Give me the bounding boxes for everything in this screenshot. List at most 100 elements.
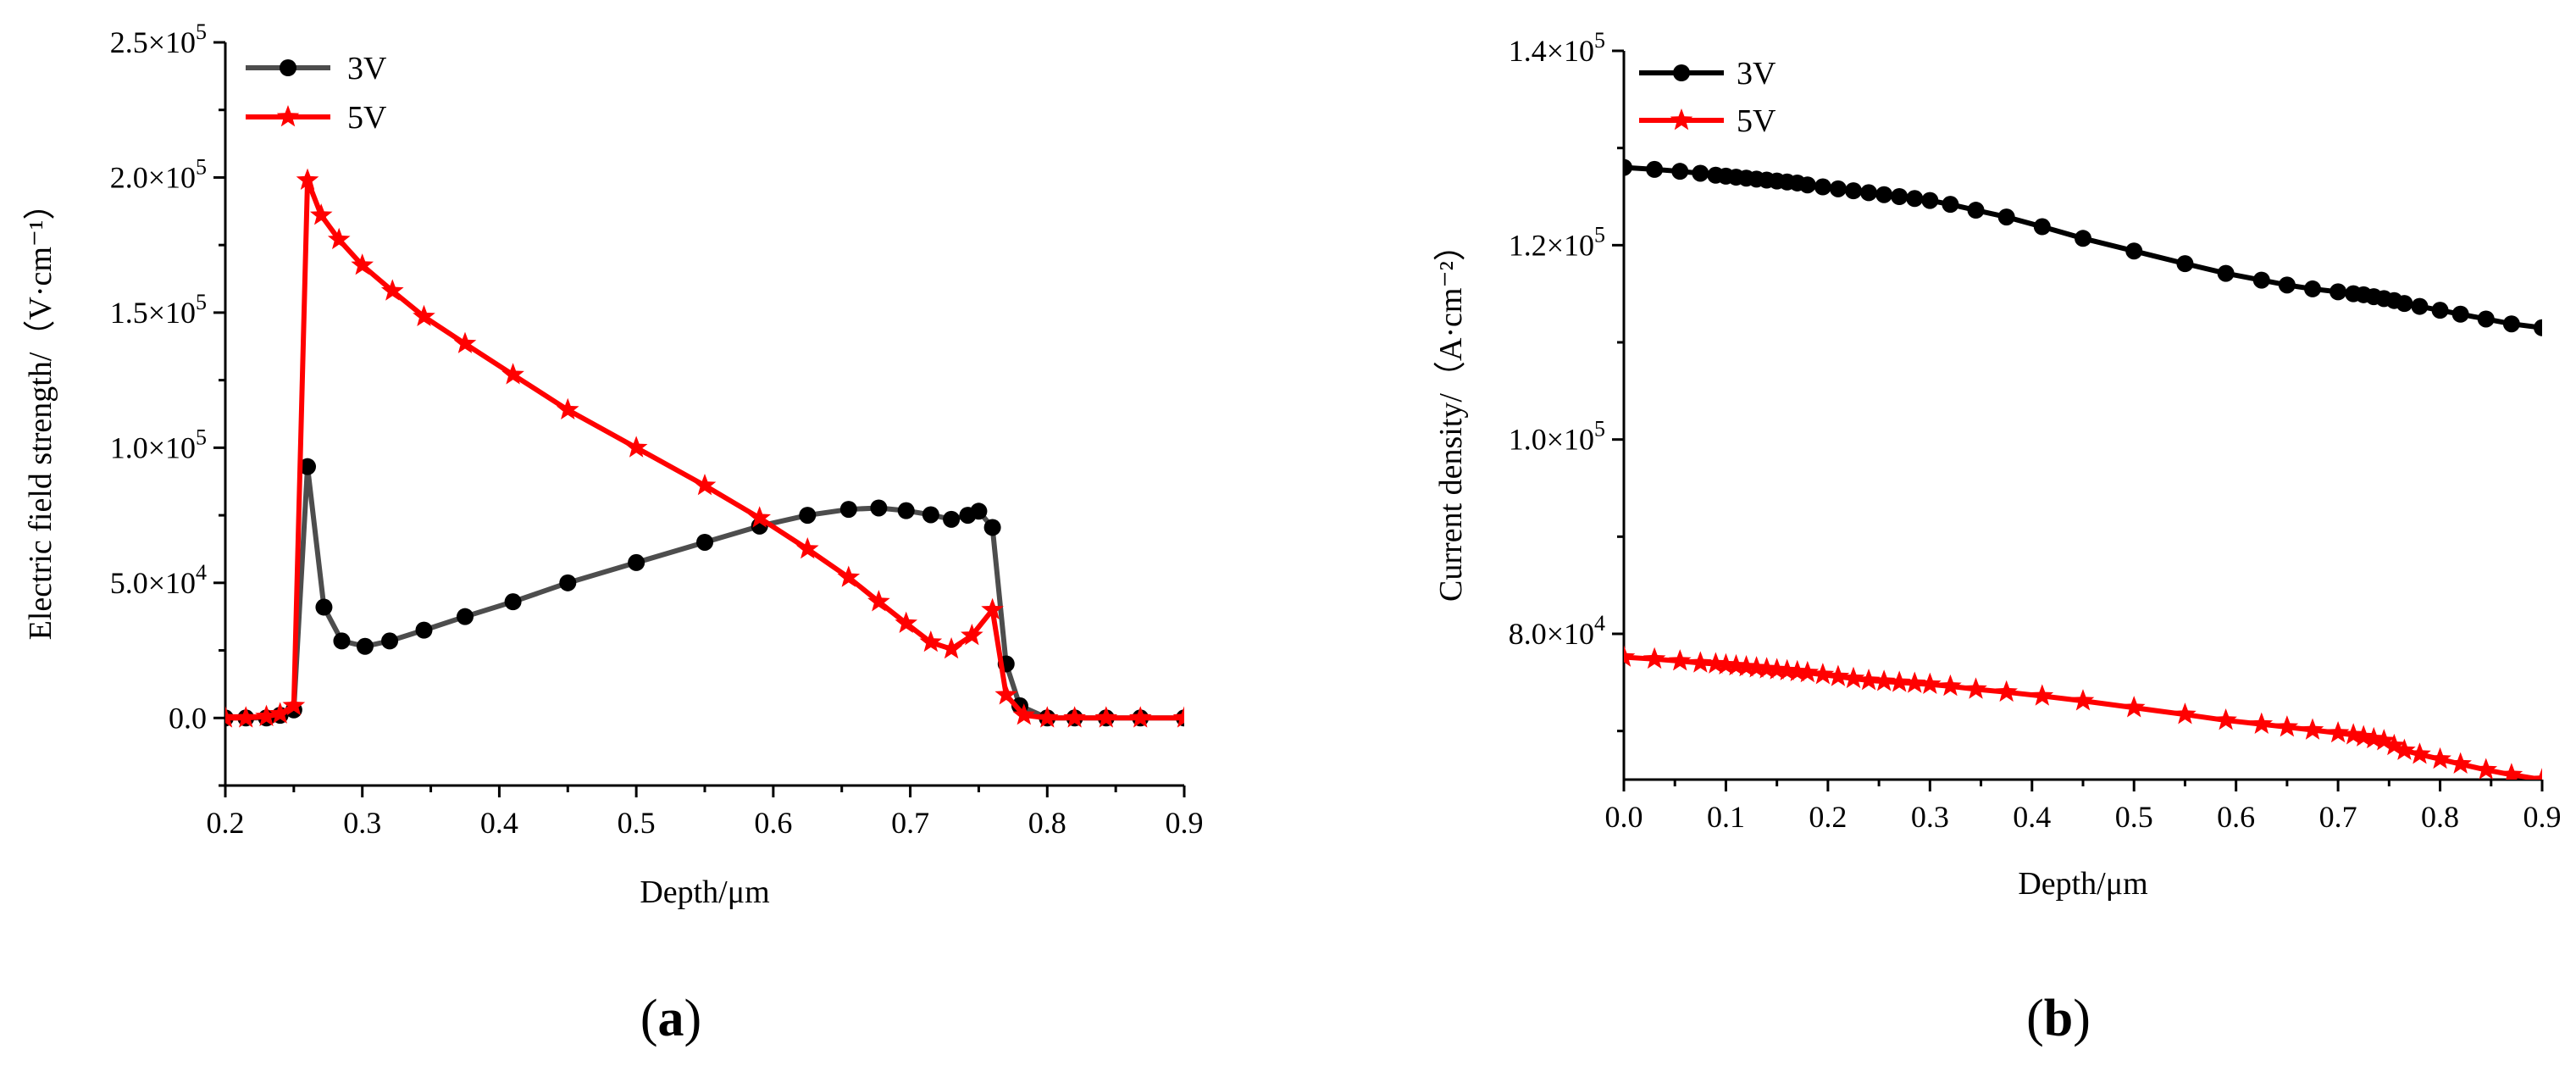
data-point [1715,652,1737,675]
data-point [1692,164,1709,182]
data-point [1891,188,1908,205]
data-point [1829,180,1847,197]
x-tick-label: 0.0 [1605,800,1643,834]
data-point [1012,703,1036,725]
data-point [1906,190,1924,208]
panel-a: 0.2 0.3 0.4 0.5 0.6 0.7 0.8 0.9 0.0 5.0×104 1.0×10… [23,19,1204,910]
data-point [1745,656,1768,678]
data-point [1798,176,1816,194]
data-point [255,704,278,726]
data-point [1646,160,1664,178]
plot-area [1624,158,2542,780]
data-point [2125,242,2143,260]
y-tick-label: 2.0×105 [110,154,207,194]
data-point [296,168,319,190]
x-tick-label: 0.5 [618,806,656,840]
data-point [1942,196,1959,214]
data-point [1755,657,1778,679]
data-point [837,565,861,587]
data-point [2030,684,2054,706]
data-point [1128,706,1152,728]
data-point [556,397,579,420]
data-point [983,519,1001,536]
data-point [624,436,648,458]
y-tick-label: 5.0×104 [110,560,207,600]
data-point [2071,689,2095,711]
x-tick-label: 0.6 [2217,800,2255,834]
data-point [2396,295,2413,313]
x-tick-label: 0.9 [2523,800,2562,834]
data-point [2411,297,2429,315]
data-point [2408,742,2431,764]
data-point [2393,738,2416,760]
data-point [1845,182,1862,200]
legend-entry-3V: 3V [1639,56,1776,92]
data-point [225,706,237,728]
data-point [2383,733,2406,756]
data-point [897,502,915,519]
data-point [1786,659,1809,682]
data-point [970,502,988,520]
y-tick-label: 0.0 [169,701,207,735]
data-point [1995,680,2018,702]
data-point [2451,305,2469,323]
data-point [2278,276,2296,294]
x-tick-label: 0.4 [2013,800,2051,834]
x-tick-label: 0.8 [2421,800,2459,834]
data-point [1967,202,1985,219]
y-tick-label: 1.4×105 [1509,28,1605,68]
data-point [299,458,317,475]
data-point [1842,666,1865,689]
x-tick-label: 0.2 [1809,800,1847,834]
data-point [919,630,943,652]
legend-label: 3V [1737,56,1776,92]
x-tick-label: 0.6 [754,806,792,840]
data-point [961,624,983,646]
data-point [1668,649,1692,671]
data-point [1643,647,1666,669]
data-point [2373,729,2396,751]
data-point [693,474,717,496]
y-tick-label: 8.0×104 [1509,611,1605,651]
data-point [309,203,333,225]
data-point [1689,651,1712,673]
y-tick-label: 1.0×105 [110,425,207,464]
data-point [1997,208,2015,226]
data-point [2217,264,2235,282]
series-5V [1624,645,2542,780]
data-point [2176,255,2194,273]
data-point [356,637,374,655]
data-point [1172,706,1184,728]
data-point [2449,752,2472,774]
x-axis-title: Depth/μm [2018,866,2147,902]
data-point [333,632,351,650]
series-5V [225,168,1184,728]
data-point [1875,186,1893,203]
series-line [225,177,1184,721]
legend-marker [280,59,296,76]
data-point [351,253,374,275]
data-point [327,227,351,250]
data-point [2252,271,2270,289]
panel-b-letter: b [2044,990,2073,1047]
y-axis-title: Current density/（A·cm⁻²） [1433,229,1469,602]
x-tick-label: 0.7 [2319,800,2357,834]
data-point [269,702,291,724]
data-point [234,706,258,728]
panel-b-label: (b) [2026,990,2091,1047]
data-point [2174,702,2197,725]
data-point [628,553,645,571]
x-axis-title: Depth/μm [640,874,769,910]
data-point [1704,652,1727,674]
y-tick-label: 1.2×105 [1509,222,1605,262]
data-point [380,279,404,301]
data-point [1063,706,1086,728]
series-3V [225,458,1184,727]
data-point [413,304,435,327]
data-point [2530,768,2542,780]
legend-entry-5V: 5V [246,100,387,136]
data-point [2275,715,2299,737]
legend-entry-3V: 3V [246,51,387,86]
data-point [2429,747,2451,769]
